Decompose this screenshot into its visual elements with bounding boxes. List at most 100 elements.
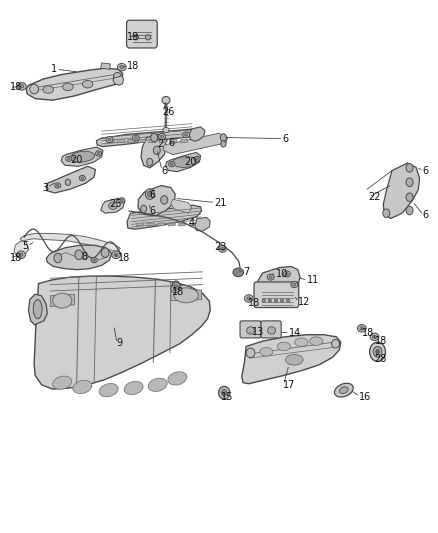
Ellipse shape (172, 282, 180, 289)
Polygon shape (168, 223, 175, 226)
Ellipse shape (93, 259, 95, 261)
Ellipse shape (91, 257, 97, 263)
Polygon shape (117, 139, 124, 143)
Ellipse shape (63, 83, 73, 91)
Ellipse shape (247, 297, 251, 300)
Ellipse shape (376, 350, 379, 354)
Ellipse shape (260, 348, 273, 356)
Polygon shape (141, 134, 166, 168)
Ellipse shape (221, 141, 226, 147)
Ellipse shape (145, 35, 151, 40)
Ellipse shape (194, 156, 200, 161)
Polygon shape (138, 185, 175, 216)
Text: 28: 28 (374, 354, 387, 364)
Ellipse shape (295, 338, 308, 346)
Ellipse shape (124, 382, 143, 394)
Ellipse shape (97, 152, 100, 155)
Ellipse shape (335, 383, 353, 397)
Ellipse shape (95, 151, 102, 156)
Ellipse shape (79, 175, 85, 181)
Ellipse shape (219, 246, 226, 252)
Ellipse shape (383, 209, 390, 217)
Text: 3: 3 (42, 183, 48, 192)
Text: 22: 22 (368, 192, 381, 202)
Ellipse shape (120, 199, 123, 201)
Polygon shape (166, 152, 201, 172)
Ellipse shape (65, 179, 71, 185)
Ellipse shape (134, 136, 138, 140)
Polygon shape (180, 139, 187, 143)
Ellipse shape (67, 158, 70, 160)
Ellipse shape (55, 183, 61, 188)
Ellipse shape (113, 72, 121, 81)
Ellipse shape (120, 66, 124, 69)
Text: 20: 20 (184, 157, 196, 167)
Ellipse shape (173, 157, 197, 167)
Ellipse shape (268, 299, 272, 302)
Polygon shape (61, 147, 103, 166)
Text: 26: 26 (162, 107, 174, 117)
Ellipse shape (53, 293, 72, 308)
Ellipse shape (106, 136, 113, 143)
Ellipse shape (274, 299, 278, 302)
Polygon shape (137, 223, 144, 226)
Ellipse shape (66, 156, 72, 161)
Ellipse shape (247, 327, 254, 334)
Polygon shape (179, 223, 186, 226)
Polygon shape (113, 76, 124, 85)
Polygon shape (147, 223, 154, 226)
Ellipse shape (161, 196, 168, 204)
Text: 21: 21 (215, 198, 227, 207)
Ellipse shape (148, 378, 167, 391)
Text: 18: 18 (247, 298, 260, 308)
Ellipse shape (244, 295, 253, 302)
Ellipse shape (370, 333, 379, 341)
Text: 12: 12 (298, 297, 310, 306)
Text: 18: 18 (374, 336, 387, 346)
Polygon shape (101, 198, 125, 213)
Ellipse shape (293, 283, 296, 286)
Text: 1: 1 (51, 64, 57, 74)
Ellipse shape (172, 281, 180, 290)
Polygon shape (107, 139, 114, 143)
Polygon shape (255, 266, 300, 298)
Ellipse shape (219, 386, 230, 399)
Ellipse shape (159, 133, 166, 140)
Ellipse shape (357, 325, 366, 332)
Ellipse shape (101, 248, 109, 257)
Ellipse shape (233, 268, 244, 277)
Text: 9: 9 (116, 338, 122, 348)
Ellipse shape (99, 384, 118, 397)
Polygon shape (242, 335, 341, 384)
FancyBboxPatch shape (254, 282, 299, 308)
Polygon shape (50, 294, 74, 306)
Text: 16: 16 (359, 392, 371, 401)
Text: 25: 25 (110, 199, 122, 208)
Ellipse shape (33, 300, 42, 319)
Polygon shape (128, 139, 135, 143)
Polygon shape (127, 205, 201, 229)
Ellipse shape (406, 164, 413, 172)
Ellipse shape (360, 327, 364, 330)
Polygon shape (149, 139, 156, 143)
Ellipse shape (57, 184, 59, 187)
Ellipse shape (18, 83, 26, 90)
Text: 15: 15 (221, 392, 233, 401)
Polygon shape (138, 139, 145, 143)
Ellipse shape (147, 158, 153, 166)
Ellipse shape (173, 287, 177, 290)
Ellipse shape (133, 35, 138, 40)
FancyBboxPatch shape (127, 20, 157, 48)
Ellipse shape (286, 299, 290, 302)
FancyBboxPatch shape (261, 321, 281, 338)
Polygon shape (101, 63, 110, 69)
Ellipse shape (171, 285, 180, 293)
Ellipse shape (151, 133, 158, 142)
Text: 4: 4 (188, 218, 194, 228)
Text: 14: 14 (289, 328, 301, 337)
Ellipse shape (373, 346, 382, 357)
Ellipse shape (246, 348, 255, 358)
Ellipse shape (285, 272, 289, 276)
Text: 5: 5 (22, 241, 28, 251)
Text: 18: 18 (362, 328, 374, 337)
